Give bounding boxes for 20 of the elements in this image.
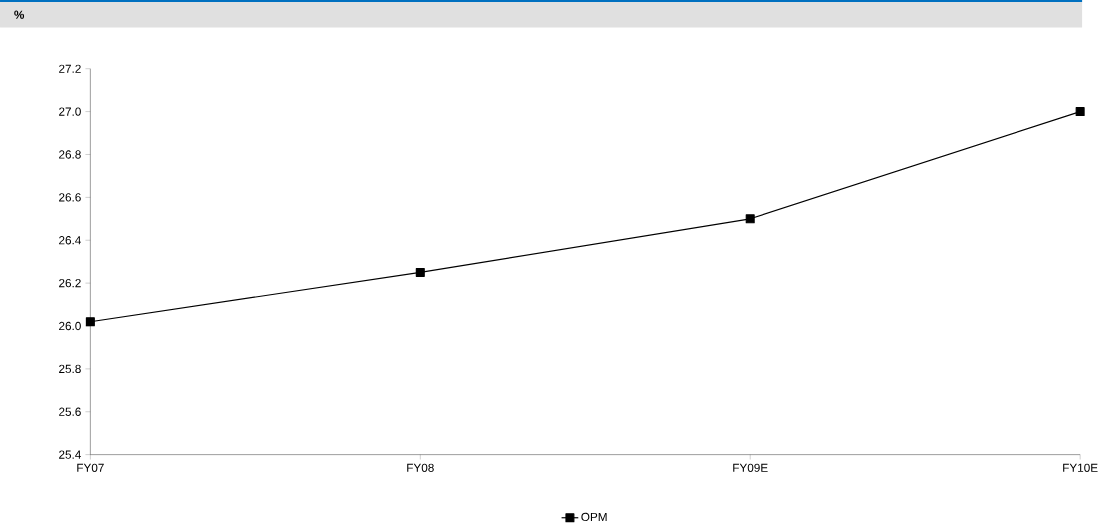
point bbox=[745, 214, 755, 224]
y-axis-title: % bbox=[14, 10, 25, 20]
y-tick-label: 26.6 bbox=[59, 193, 81, 202]
y-tick-label: 27.0 bbox=[59, 107, 81, 116]
point bbox=[415, 268, 425, 278]
point bbox=[1075, 107, 1085, 117]
y-tick-label: 26.2 bbox=[59, 279, 81, 288]
y-tick-label: 25.6 bbox=[59, 407, 81, 417]
x-tick-label: FY10E bbox=[1063, 463, 1098, 473]
y-tick-label: 26.0 bbox=[59, 322, 81, 331]
point bbox=[85, 317, 95, 327]
x-tick-label: FY08 bbox=[407, 463, 434, 473]
legend-label: OPM bbox=[581, 512, 607, 522]
y-tick-label: 26.8 bbox=[59, 150, 81, 159]
x-tick-label: FY09E bbox=[733, 463, 768, 473]
y-tick-label: 25.4 bbox=[59, 450, 81, 459]
x-tick-label: FY07 bbox=[77, 463, 104, 473]
y-tick-label: 26.4 bbox=[59, 236, 81, 245]
y-tick-label: 25.8 bbox=[59, 364, 81, 374]
y-tick-label: 27.2 bbox=[59, 64, 81, 73]
